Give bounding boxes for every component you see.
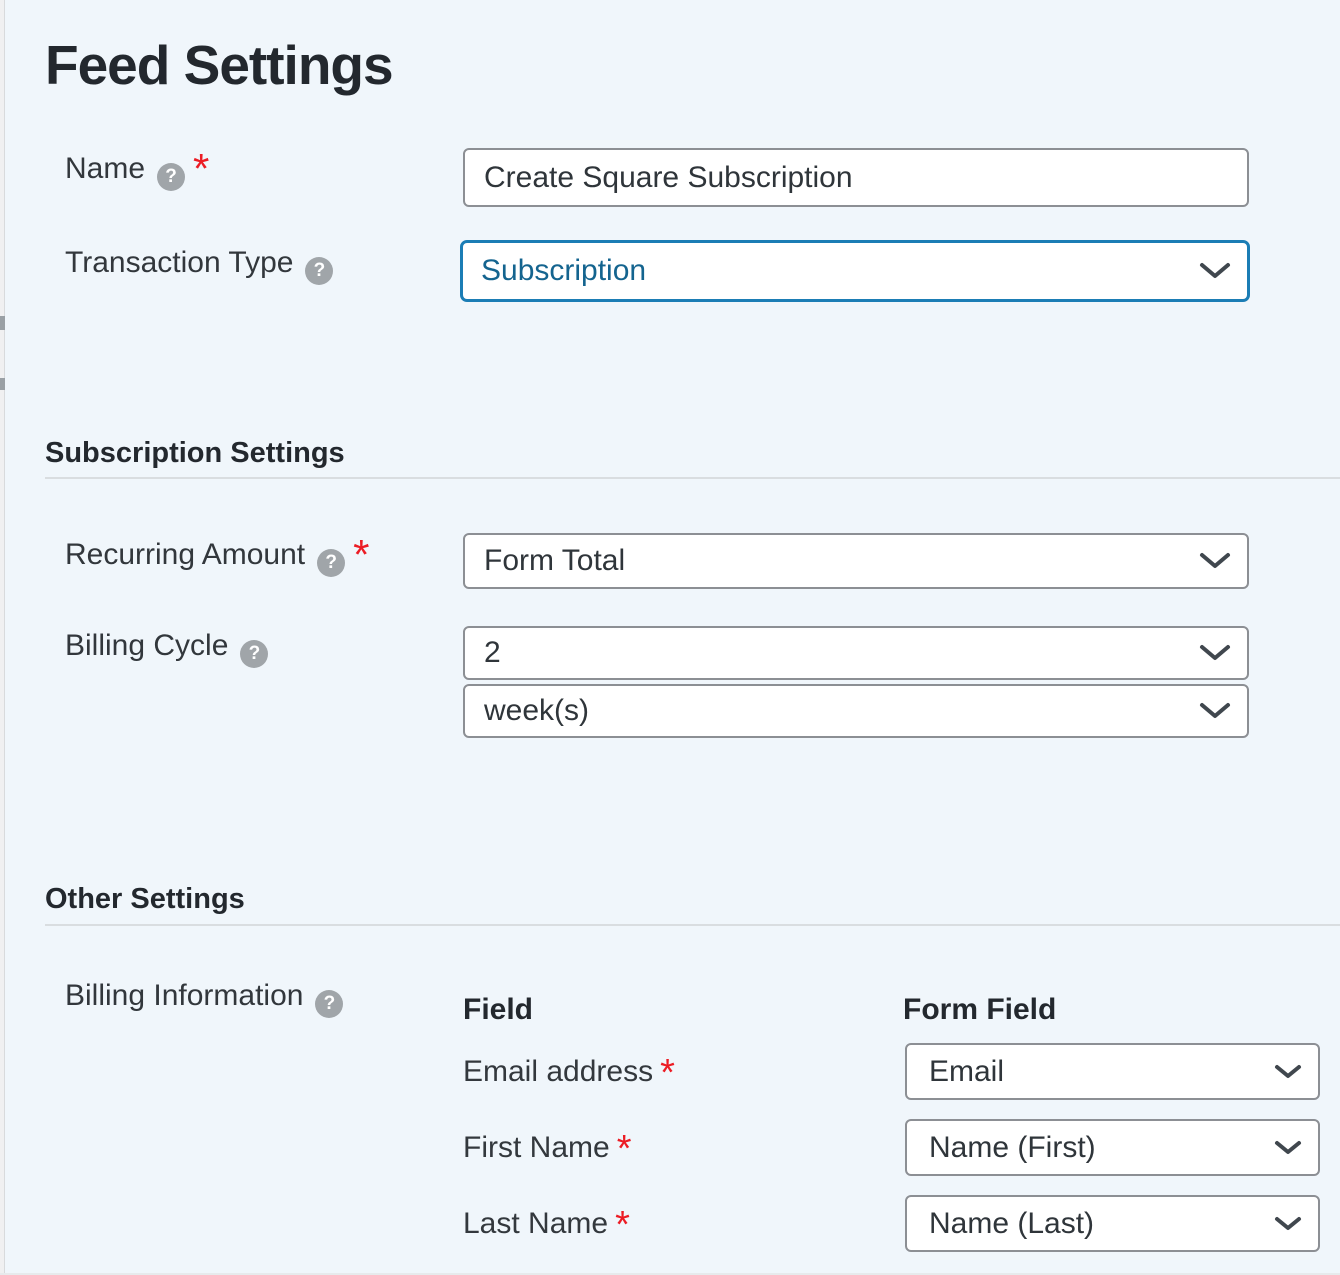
last-name-form-field-value: Name (Last) <box>929 1206 1095 1240</box>
email-form-field-value: Email <box>929 1054 1005 1088</box>
billing-cycle-label-text: Billing Cycle <box>65 629 229 662</box>
section-divider <box>45 477 1340 479</box>
billing-cycle-label: Billing Cycle? <box>65 629 269 668</box>
edge-tick <box>0 378 5 390</box>
billing-cycle-unit-select[interactable]: week(s) <box>463 684 1249 738</box>
required-asterisk: * <box>193 145 210 192</box>
edge-tick <box>0 316 5 330</box>
question-glyph: ? <box>325 552 337 573</box>
transaction-type-help-icon[interactable]: ? <box>305 256 334 285</box>
recurring-amount-select[interactable]: Form Total <box>463 533 1249 589</box>
billing-row-label-text: First Name <box>463 1131 610 1164</box>
recurring-amount-label-text: Recurring Amount <box>65 538 306 571</box>
required-asterisk: * <box>353 531 370 578</box>
name-help-icon[interactable]: ? <box>157 162 186 191</box>
email-form-field-select[interactable]: Email <box>905 1043 1320 1100</box>
billing-cycle-unit-value: week(s) <box>484 694 590 727</box>
required-asterisk: * <box>615 1204 630 1246</box>
recurring-amount-label: Recurring Amount? * <box>65 534 369 577</box>
recurring-amount-value: Form Total <box>484 544 626 577</box>
billing-information-label: Billing Information? <box>65 979 344 1018</box>
transaction-type-value: Subscription <box>481 254 647 287</box>
subscription-settings-heading: Subscription Settings <box>45 437 345 469</box>
window-edge <box>0 0 5 1275</box>
transaction-type-label-text: Transaction Type <box>65 246 294 279</box>
billing-row-label-last-name: Last Name * <box>463 1206 630 1244</box>
chevron-down-icon <box>1275 1216 1301 1230</box>
chevron-down-icon <box>1275 1140 1301 1154</box>
billing-row-label-text: Last Name <box>463 1207 609 1240</box>
recurring-amount-help-icon[interactable]: ? <box>317 548 346 577</box>
chevron-down-icon <box>1200 263 1230 278</box>
name-label: Name? * <box>65 148 209 191</box>
billing-row-label-text: Email address <box>463 1055 654 1088</box>
transaction-type-label: Transaction Type? <box>65 246 334 285</box>
billing-cycle-help-icon[interactable]: ? <box>240 639 269 668</box>
billing-cycle-interval-select[interactable]: 2 <box>463 626 1249 680</box>
first-name-form-field-value: Name (First) <box>929 1130 1096 1164</box>
billing-row-label-first-name: First Name * <box>463 1130 631 1168</box>
question-glyph: ? <box>248 643 261 664</box>
billing-information-help-icon[interactable]: ? <box>315 989 344 1018</box>
name-label-text: Name <box>65 152 146 185</box>
chevron-down-icon <box>1200 645 1230 660</box>
first-name-form-field-select[interactable]: Name (First) <box>905 1119 1320 1176</box>
billing-cycle-interval-value: 2 <box>484 636 501 669</box>
chevron-down-icon <box>1200 703 1230 718</box>
question-glyph: ? <box>165 166 177 187</box>
required-asterisk: * <box>660 1052 675 1094</box>
question-glyph: ? <box>323 993 336 1014</box>
form-field-column-header: Form Field <box>903 993 1057 1026</box>
chevron-down-icon <box>1200 553 1230 568</box>
field-column-header: Field <box>463 993 534 1026</box>
required-asterisk: * <box>616 1128 632 1170</box>
page-title: Feed Settings <box>45 34 394 96</box>
other-settings-heading: Other Settings <box>45 883 245 915</box>
billing-row-label-email: Email address * <box>463 1054 675 1092</box>
window-bottom-edge <box>0 1273 1340 1275</box>
billing-information-label-text: Billing Information <box>65 979 304 1012</box>
name-input[interactable] <box>463 148 1249 207</box>
chevron-down-icon <box>1275 1064 1301 1078</box>
last-name-form-field-select[interactable]: Name (Last) <box>905 1195 1320 1252</box>
transaction-type-select[interactable]: Subscription <box>460 240 1250 302</box>
section-divider <box>45 924 1340 926</box>
question-glyph: ? <box>313 260 326 281</box>
